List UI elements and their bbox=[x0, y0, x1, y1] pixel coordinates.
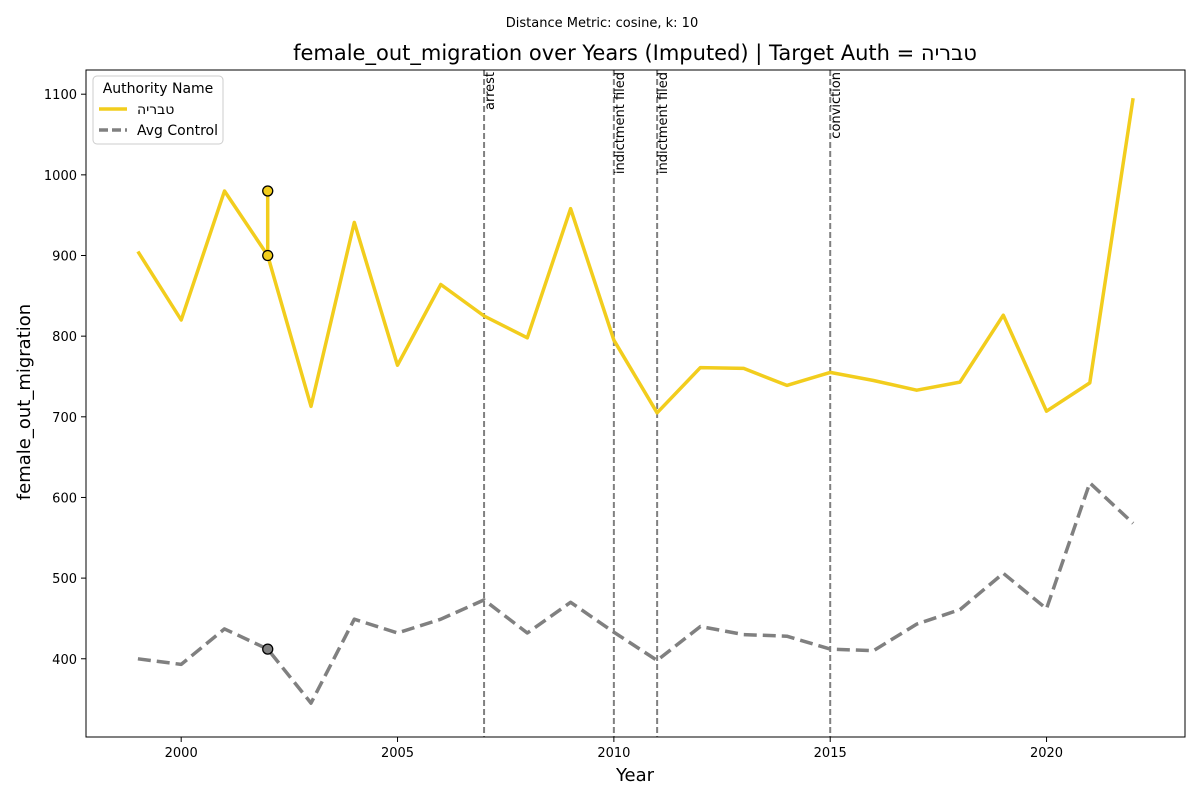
event-label: indictment filed bbox=[613, 72, 628, 174]
imputed-point bbox=[262, 643, 274, 655]
axes: 2000 2005 2010 2015 2020 400 500 600 700 800 900 10… bbox=[44, 69, 1186, 761]
legend-entry: Avg Control bbox=[137, 123, 218, 139]
legend-box bbox=[92, 75, 224, 145]
x-tick-label: 2000 bbox=[165, 746, 198, 761]
event-label: conviction bbox=[829, 72, 844, 139]
y-axis-label: female_out_migration bbox=[14, 304, 35, 500]
y-tick-label: 1100 bbox=[44, 88, 77, 103]
legend: Authority Name טבריה Avg Control bbox=[92, 75, 224, 145]
x-tick-label: 2005 bbox=[381, 746, 414, 761]
plot-area bbox=[86, 70, 1185, 737]
x-axis-label: Year bbox=[615, 765, 655, 786]
legend-entry: טבריה bbox=[137, 102, 174, 118]
series-line bbox=[136, 97, 1135, 415]
event-label: arrest bbox=[483, 72, 498, 110]
chart-title: female_out_migration over Years (Imputed… bbox=[293, 41, 977, 66]
plot-background bbox=[86, 70, 1185, 737]
series-line bbox=[137, 481, 1135, 705]
y-tick-label: 800 bbox=[52, 330, 77, 345]
y-tick-label: 1000 bbox=[44, 169, 77, 184]
plot-frame bbox=[85, 69, 1186, 738]
y-tick-label: 500 bbox=[52, 572, 77, 587]
y-tick-label: 400 bbox=[52, 653, 77, 668]
imputed-point bbox=[262, 185, 274, 197]
series-lines bbox=[136, 97, 1135, 705]
y-tick-label: 600 bbox=[52, 491, 77, 506]
event-lines: arrest indictment filed indictment filed co… bbox=[483, 70, 844, 737]
event-label: indictment filed bbox=[656, 72, 671, 174]
x-tick-label: 2020 bbox=[1030, 746, 1063, 761]
chart-suptitle: Distance Metric: cosine, k: 10 bbox=[506, 16, 698, 31]
x-tick-label: 2015 bbox=[814, 746, 847, 761]
imputed-point bbox=[262, 249, 274, 262]
legend-title: Authority Name bbox=[103, 81, 214, 97]
x-tick-label: 2010 bbox=[597, 746, 630, 761]
y-tick-label: 900 bbox=[52, 250, 77, 265]
y-tick-label: 700 bbox=[52, 411, 77, 426]
imputed-markers bbox=[262, 185, 274, 655]
